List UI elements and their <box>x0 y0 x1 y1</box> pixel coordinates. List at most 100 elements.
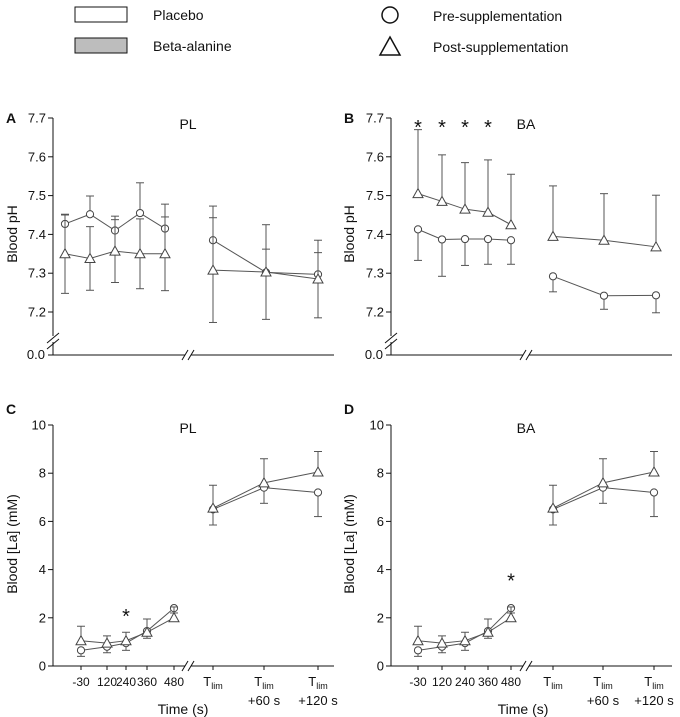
y-axis-label: Blood pH <box>341 205 357 263</box>
data-point-triangle <box>141 626 153 637</box>
legend-post-label: Post-supplementation <box>433 39 568 55</box>
y-axis-label: Blood [La] (mM) <box>341 494 357 594</box>
y-tick-label: 7.7 <box>366 111 384 126</box>
y-tick-label: 4 <box>39 562 46 577</box>
y-tick-label: 4 <box>377 562 384 577</box>
panel-letter: A <box>6 110 16 126</box>
y-tick-label: 10 <box>32 418 46 433</box>
data-point-circle <box>135 208 145 218</box>
panel-title: PL <box>179 420 196 436</box>
legend-circle-icon <box>381 6 399 24</box>
axis-break-mark <box>384 332 398 344</box>
panel-letter: C <box>6 401 16 417</box>
y-tick-label: 2 <box>39 610 46 625</box>
data-point-triangle <box>648 465 660 477</box>
legend-placebo-label: Placebo <box>153 7 204 23</box>
axis-break-mark <box>46 332 60 344</box>
data-point-circle <box>649 488 659 497</box>
x-tick-label: 480 <box>501 675 521 689</box>
panel-b: B BA Blood pH 0.0 7.2 7.3 7.4 7.5 7.6 7.7 * * *… <box>341 110 672 362</box>
y-tick-label: 7.6 <box>28 149 46 164</box>
x-tick-label: Tlim <box>593 674 612 691</box>
data-point-triangle <box>482 626 494 637</box>
data-point-triangle <box>75 634 87 646</box>
data-point-triangle <box>59 247 71 259</box>
y-tick-label: 7.6 <box>366 149 384 164</box>
data-point-triangle <box>258 476 270 488</box>
panel-d: D BA Blood [La] (mM) Time (s) 0 2 4 6 8 10 -3… <box>341 401 674 717</box>
x-tick-label: Tlim <box>543 674 562 691</box>
y-tick-label: 7.7 <box>28 111 46 126</box>
data-point-triangle <box>101 637 113 648</box>
data-point-triangle <box>597 476 609 488</box>
panel-c: C PL Blood [La] (mM) Time (s) 0 2 4 6 8 10 -3… <box>4 401 338 717</box>
x-tick-label: 360 <box>478 675 498 689</box>
x-tick-label: Tlim <box>308 674 327 691</box>
y-tick-label: 0 <box>377 659 384 674</box>
y-axis-label: Blood [La] (mM) <box>4 494 20 594</box>
data-point-triangle <box>207 502 219 513</box>
x-tick-label: Tlim <box>254 674 273 691</box>
data-point-triangle <box>207 264 219 275</box>
x-tick-label: -30 <box>409 675 427 689</box>
x-tick-label: 240 <box>455 675 475 689</box>
y-tick-label: 7.4 <box>28 227 46 242</box>
data-point-triangle <box>412 634 424 646</box>
data-point-triangle <box>312 272 324 284</box>
x-tick-label-extra: +60 s <box>248 693 281 708</box>
significance-marker: * <box>122 606 130 628</box>
y-tick-label: 0 <box>39 659 46 674</box>
legend-pre-label: Pre-supplementation <box>433 8 562 24</box>
data-point-circle <box>76 646 86 655</box>
x-tick-label: 240 <box>116 675 136 689</box>
y-tick-label: 7.2 <box>28 305 46 320</box>
data-point-circle <box>599 291 609 300</box>
y-tick-label: 7.3 <box>28 266 46 281</box>
x-tick-label-extra: +60 s <box>587 693 620 708</box>
panel-letter: B <box>344 110 354 126</box>
x-tick-label: 480 <box>164 675 184 689</box>
data-point-triangle <box>159 247 171 259</box>
x-tick-label-extra: +120 s <box>634 693 674 708</box>
data-point-triangle <box>134 247 146 259</box>
data-point-triangle <box>650 240 662 252</box>
data-point-circle <box>313 488 323 497</box>
panel-letter: D <box>344 401 354 417</box>
data-point-triangle <box>312 465 324 477</box>
x-tick-label: 360 <box>137 675 157 689</box>
data-point-triangle <box>505 218 517 230</box>
data-point-triangle <box>459 634 471 646</box>
panel-a: A PL Blood pH 0.0 7.2 7.3 7.4 7.5 7.6 7.7 <box>4 110 334 362</box>
significance-marker: * <box>461 117 469 139</box>
data-point-triangle <box>547 502 559 513</box>
data-point-triangle <box>436 195 448 206</box>
axis-break-mark <box>181 660 189 672</box>
panel-title: BA <box>517 116 536 132</box>
x-tick-label: Tlim <box>203 674 222 691</box>
significance-marker: * <box>484 117 492 139</box>
y-tick-label: 7.5 <box>28 188 46 203</box>
legend-beta-alanine-swatch <box>74 37 128 54</box>
data-point-circle <box>651 291 661 300</box>
significance-marker: * <box>414 117 422 139</box>
legend-triangle-icon <box>378 35 402 56</box>
data-point-triangle <box>168 611 180 623</box>
data-point-triangle <box>547 230 559 241</box>
data-point-triangle <box>109 245 121 256</box>
data-point-triangle <box>412 187 424 199</box>
x-tick-label-extra: +120 s <box>298 693 338 708</box>
x-tick-label: Tlim <box>644 674 663 691</box>
y-tick-label: 10 <box>370 418 384 433</box>
axis-break-mark <box>519 349 527 361</box>
data-point-circle <box>437 235 447 244</box>
y-tick-label: 2 <box>377 610 384 625</box>
y-tick-label: 7.2 <box>366 305 384 320</box>
significance-marker: * <box>438 117 446 139</box>
x-tick-label: 120 <box>97 675 117 689</box>
y-tick-label: 8 <box>39 466 46 481</box>
data-point-triangle <box>598 234 610 245</box>
data-point-circle <box>460 234 470 244</box>
data-point-triangle <box>436 637 448 648</box>
axis-break-mark <box>181 349 189 361</box>
